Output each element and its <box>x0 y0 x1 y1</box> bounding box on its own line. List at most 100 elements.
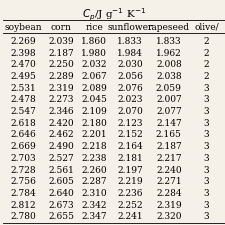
Text: 2.319: 2.319 <box>48 84 74 93</box>
Text: 2.030: 2.030 <box>117 60 143 69</box>
Text: 3: 3 <box>204 177 209 186</box>
Text: 2.780: 2.780 <box>10 212 36 221</box>
Text: 2.398: 2.398 <box>10 49 36 58</box>
Text: 3: 3 <box>204 166 209 175</box>
Text: 2.039: 2.039 <box>48 37 74 46</box>
Text: 2.273: 2.273 <box>48 95 74 104</box>
Text: 2.703: 2.703 <box>10 154 36 163</box>
Text: 3: 3 <box>204 84 209 93</box>
Text: 2.238: 2.238 <box>82 154 107 163</box>
Text: 2.077: 2.077 <box>156 107 182 116</box>
Text: 2.152: 2.152 <box>117 130 143 140</box>
Text: 3: 3 <box>204 212 209 221</box>
Text: 3: 3 <box>204 130 209 140</box>
Text: 2.070: 2.070 <box>117 107 143 116</box>
Text: 2.032: 2.032 <box>82 60 107 69</box>
Text: 2.023: 2.023 <box>117 95 143 104</box>
Text: 1.980: 1.980 <box>81 49 107 58</box>
Text: 2.076: 2.076 <box>117 84 143 93</box>
Text: 2.218: 2.218 <box>82 142 107 151</box>
Text: 2.219: 2.219 <box>117 177 143 186</box>
Text: 3: 3 <box>204 95 209 104</box>
Text: soybean: soybean <box>4 22 42 32</box>
Text: 2.056: 2.056 <box>117 72 143 81</box>
Text: 2.420: 2.420 <box>48 119 74 128</box>
Text: 2.008: 2.008 <box>156 60 182 69</box>
Text: 2.252: 2.252 <box>117 201 143 210</box>
Text: 2.495: 2.495 <box>10 72 36 81</box>
Text: 2.470: 2.470 <box>10 60 36 69</box>
Text: 1.984: 1.984 <box>117 49 143 58</box>
Text: 2.605: 2.605 <box>48 177 74 186</box>
Text: 2.812: 2.812 <box>10 201 36 210</box>
Text: 2.217: 2.217 <box>156 154 182 163</box>
Text: 2.089: 2.089 <box>81 84 107 93</box>
Text: 2: 2 <box>204 72 209 81</box>
Text: 2.187: 2.187 <box>48 49 74 58</box>
Text: 2.067: 2.067 <box>81 72 107 81</box>
Text: 2: 2 <box>204 49 209 58</box>
Text: 2.236: 2.236 <box>117 189 143 198</box>
Text: corn: corn <box>51 22 72 32</box>
Text: rapeseed: rapeseed <box>148 22 190 32</box>
Text: 2.310: 2.310 <box>82 189 107 198</box>
Text: 2.187: 2.187 <box>156 142 182 151</box>
Text: 1.860: 1.860 <box>81 37 107 46</box>
Text: 2.007: 2.007 <box>156 95 182 104</box>
Text: 2.109: 2.109 <box>81 107 107 116</box>
Text: 2.269: 2.269 <box>10 37 36 46</box>
Text: 2.342: 2.342 <box>82 201 107 210</box>
Text: 2.756: 2.756 <box>10 177 36 186</box>
Text: rice: rice <box>86 22 103 32</box>
Text: 2.561: 2.561 <box>48 166 74 175</box>
Text: 2.784: 2.784 <box>10 189 36 198</box>
Text: 2.728: 2.728 <box>10 166 36 175</box>
Text: 2.284: 2.284 <box>156 189 182 198</box>
Text: 2.289: 2.289 <box>48 72 74 81</box>
Text: 2.547: 2.547 <box>10 107 36 116</box>
Text: 2.640: 2.640 <box>48 189 74 198</box>
Text: 2.045: 2.045 <box>81 95 107 104</box>
Text: 3: 3 <box>204 201 209 210</box>
Text: 2.260: 2.260 <box>82 166 107 175</box>
Text: 3: 3 <box>204 189 209 198</box>
Text: 2.287: 2.287 <box>82 177 107 186</box>
Text: 2.181: 2.181 <box>117 154 143 163</box>
Text: 2: 2 <box>204 37 209 46</box>
Text: 2.319: 2.319 <box>156 201 182 210</box>
Text: $C_p$/J g$^{-1}$ K$^{-1}$: $C_p$/J g$^{-1}$ K$^{-1}$ <box>82 7 146 23</box>
Text: 2.346: 2.346 <box>48 107 74 116</box>
Text: 1.962: 1.962 <box>156 49 182 58</box>
Text: 2.038: 2.038 <box>156 72 182 81</box>
Text: 3: 3 <box>204 154 209 163</box>
Text: 2.164: 2.164 <box>117 142 143 151</box>
Text: 2.320: 2.320 <box>156 212 182 221</box>
Text: 2.059: 2.059 <box>156 84 182 93</box>
Text: 2.165: 2.165 <box>156 130 182 140</box>
Text: 3: 3 <box>204 142 209 151</box>
Text: 2.347: 2.347 <box>82 212 107 221</box>
Text: 2.655: 2.655 <box>48 212 74 221</box>
Text: 2.180: 2.180 <box>81 119 107 128</box>
Text: 2.531: 2.531 <box>10 84 36 93</box>
Text: 2.462: 2.462 <box>48 130 74 140</box>
Text: sunflower: sunflower <box>107 22 153 32</box>
Text: 2.147: 2.147 <box>156 119 182 128</box>
Text: 1.833: 1.833 <box>117 37 143 46</box>
Text: 2: 2 <box>204 60 209 69</box>
Text: 2.669: 2.669 <box>10 142 36 151</box>
Text: olive/: olive/ <box>194 22 219 32</box>
Text: 1.833: 1.833 <box>156 37 182 46</box>
Text: 2.527: 2.527 <box>48 154 74 163</box>
Text: 3: 3 <box>204 107 209 116</box>
Text: 2.197: 2.197 <box>117 166 143 175</box>
Text: 3: 3 <box>204 119 209 128</box>
Text: 2.201: 2.201 <box>82 130 107 140</box>
Text: 2.618: 2.618 <box>10 119 36 128</box>
Text: 2.478: 2.478 <box>10 95 36 104</box>
Text: 2.123: 2.123 <box>117 119 143 128</box>
Text: 2.490: 2.490 <box>48 142 74 151</box>
Text: 2.250: 2.250 <box>48 60 74 69</box>
Text: 2.241: 2.241 <box>117 212 143 221</box>
Text: 2.271: 2.271 <box>156 177 182 186</box>
